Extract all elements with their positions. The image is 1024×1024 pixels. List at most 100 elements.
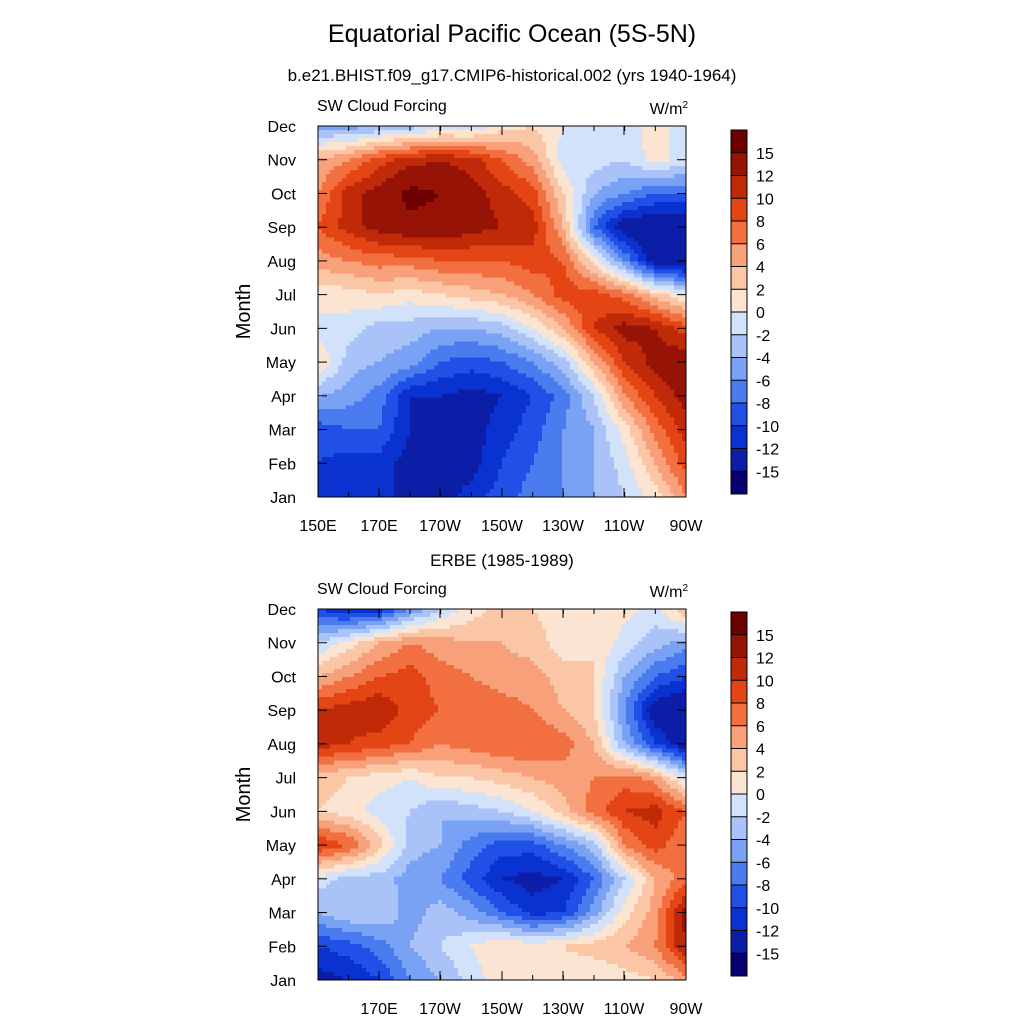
heatmap-cell — [414, 201, 419, 207]
heatmap-cell — [498, 265, 503, 271]
heatmap-cell — [594, 257, 599, 263]
heatmap-cell — [418, 273, 423, 279]
heatmap-cell — [650, 233, 655, 239]
heatmap-cell — [458, 197, 463, 203]
heatmap-cell — [330, 341, 335, 347]
heatmap-cell — [678, 273, 683, 279]
heatmap-cell — [526, 321, 531, 327]
heatmap-cell — [554, 233, 559, 239]
heatmap-cell — [530, 277, 535, 283]
heatmap-cell — [674, 337, 679, 343]
heatmap-cell — [466, 229, 471, 235]
heatmap-cell — [494, 309, 499, 315]
heatmap-cell — [646, 337, 651, 343]
heatmap-cell — [650, 133, 655, 139]
heatmap-cell — [522, 289, 527, 295]
heatmap-cell — [378, 181, 383, 187]
heatmap-cell — [422, 157, 427, 163]
heatmap-cell — [574, 153, 579, 159]
heatmap-cell — [534, 333, 539, 339]
heatmap-cell — [338, 161, 343, 167]
heatmap-cell — [342, 317, 347, 323]
heatmap-cell — [498, 281, 503, 287]
heatmap-cell — [438, 297, 443, 303]
heatmap-cell — [446, 245, 451, 251]
heatmap-cell — [374, 289, 379, 295]
heatmap-cell — [522, 297, 527, 303]
heatmap-cell — [410, 269, 415, 275]
heatmap-cell — [638, 237, 643, 243]
heatmap-cell — [594, 149, 599, 155]
heatmap-cell — [358, 325, 363, 331]
heatmap-cell — [670, 337, 675, 343]
heatmap-cell — [682, 173, 687, 179]
heatmap-cell — [674, 269, 679, 275]
heatmap-cell — [590, 165, 595, 171]
heatmap-cell — [462, 225, 467, 231]
heatmap-cell — [538, 173, 543, 179]
heatmap-cell — [638, 281, 643, 287]
heatmap-cell — [394, 257, 399, 263]
heatmap-cell — [494, 321, 499, 327]
heatmap-cell — [382, 221, 387, 227]
heatmap-cell — [430, 269, 435, 275]
heatmap-cell — [542, 289, 547, 295]
heatmap-cell — [462, 217, 467, 223]
heatmap-cell — [402, 297, 407, 303]
heatmap-cell — [654, 205, 659, 211]
heatmap-cell — [414, 137, 419, 143]
heatmap-cell — [578, 261, 583, 267]
heatmap-cell — [678, 153, 683, 159]
heatmap-cell — [386, 341, 391, 347]
heatmap-cell — [470, 285, 475, 291]
heatmap-cell — [658, 213, 663, 219]
heatmap-cell — [474, 177, 479, 183]
heatmap-cell — [674, 173, 679, 179]
heatmap-cell — [590, 189, 595, 195]
heatmap-cell — [490, 305, 495, 311]
heatmap-cell — [470, 181, 475, 187]
heatmap-cell — [410, 273, 415, 279]
heatmap-cell — [558, 129, 563, 135]
heatmap-cell — [622, 165, 627, 171]
heatmap-cell — [338, 265, 343, 271]
heatmap-cell — [382, 217, 387, 223]
heatmap-cell — [386, 229, 391, 235]
heatmap-cell — [502, 293, 507, 299]
heatmap-cell — [482, 333, 487, 339]
heatmap-cell — [506, 265, 511, 271]
heatmap-cell — [506, 285, 511, 291]
heatmap-cell — [470, 321, 475, 327]
heatmap-cell — [518, 273, 523, 279]
heatmap-cell — [386, 133, 391, 139]
heatmap-cell — [442, 313, 447, 319]
heatmap-cell — [610, 181, 615, 187]
heatmap-cell — [590, 329, 595, 335]
heatmap-cell — [358, 157, 363, 163]
heatmap-cell — [326, 305, 331, 311]
heatmap-cell — [430, 205, 435, 211]
heatmap-cell — [558, 285, 563, 291]
heatmap-cell — [630, 289, 635, 295]
heatmap-cell — [418, 209, 423, 215]
heatmap-cell — [514, 153, 519, 159]
heatmap-cell — [610, 126, 615, 131]
heatmap-cell — [486, 137, 491, 143]
heatmap-cell — [606, 289, 611, 295]
heatmap-cell — [326, 197, 331, 203]
heatmap-cell — [534, 161, 539, 167]
heatmap-cell — [394, 221, 399, 227]
heatmap-cell — [606, 285, 611, 291]
heatmap-cell — [662, 157, 667, 163]
heatmap-cell — [634, 173, 639, 179]
heatmap-cell — [494, 217, 499, 223]
heatmap-cell — [482, 185, 487, 191]
heatmap-cell — [646, 149, 651, 155]
heatmap-cell — [638, 277, 643, 283]
heatmap-cell — [434, 329, 439, 335]
heatmap-cell — [498, 173, 503, 179]
heatmap-cell — [318, 221, 323, 227]
heatmap-cell — [574, 229, 579, 235]
heatmap-cell — [466, 253, 471, 259]
heatmap-cell — [518, 257, 523, 263]
